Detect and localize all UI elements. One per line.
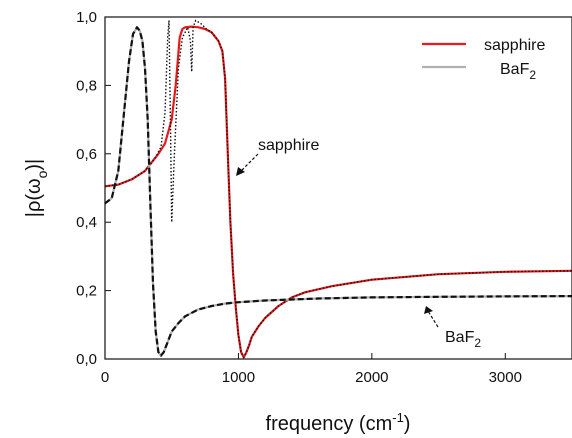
y-tick-label: 0,2: [76, 283, 97, 300]
x-tick-label: 1000: [222, 369, 255, 386]
y-tick-label: 0,0: [76, 351, 97, 368]
plot-curves: [104, 19, 572, 359]
annotation-baf2: BaF2: [424, 306, 481, 350]
y-tick-label: 0,4: [76, 214, 97, 231]
annotation-arrow-baf2: [427, 310, 439, 328]
annotation-label-baf2: BaF2: [445, 329, 481, 350]
x-axis-label: frequency (cm-1): [266, 410, 411, 435]
series-line-sapphire-model: [104, 19, 572, 358]
y-axis-label: |ρ(ωo)|: [23, 159, 50, 218]
y-tick-label: 1,0: [76, 9, 97, 26]
series-line-baf2-model: [104, 26, 572, 357]
annotation-sapphire: sapphire: [236, 137, 319, 176]
annotation-arrowhead-baf2: [424, 306, 433, 314]
axis-ticks: 0 1000 2000 3000 0,0 0,2 0,4 0,6 0,8 1,0: [76, 9, 522, 386]
x-tick-label: 0: [101, 369, 109, 386]
annotation-arrow-sapphire: [239, 153, 259, 173]
x-tick-label: 2000: [355, 369, 388, 386]
legend-label-sapphire: sapphire: [484, 37, 545, 54]
annotation-arrowhead-sapphire: [236, 167, 245, 176]
y-tick-label: 0,8: [76, 77, 97, 94]
legend-label-baf2: BaF2: [500, 61, 536, 82]
x-tick-label: 3000: [489, 369, 522, 386]
plot-frame: [104, 16, 572, 360]
y-tick-label: 0,6: [76, 146, 97, 163]
legend: sapphire BaF2: [422, 37, 545, 82]
annotation-label-sapphire: sapphire: [258, 137, 319, 154]
